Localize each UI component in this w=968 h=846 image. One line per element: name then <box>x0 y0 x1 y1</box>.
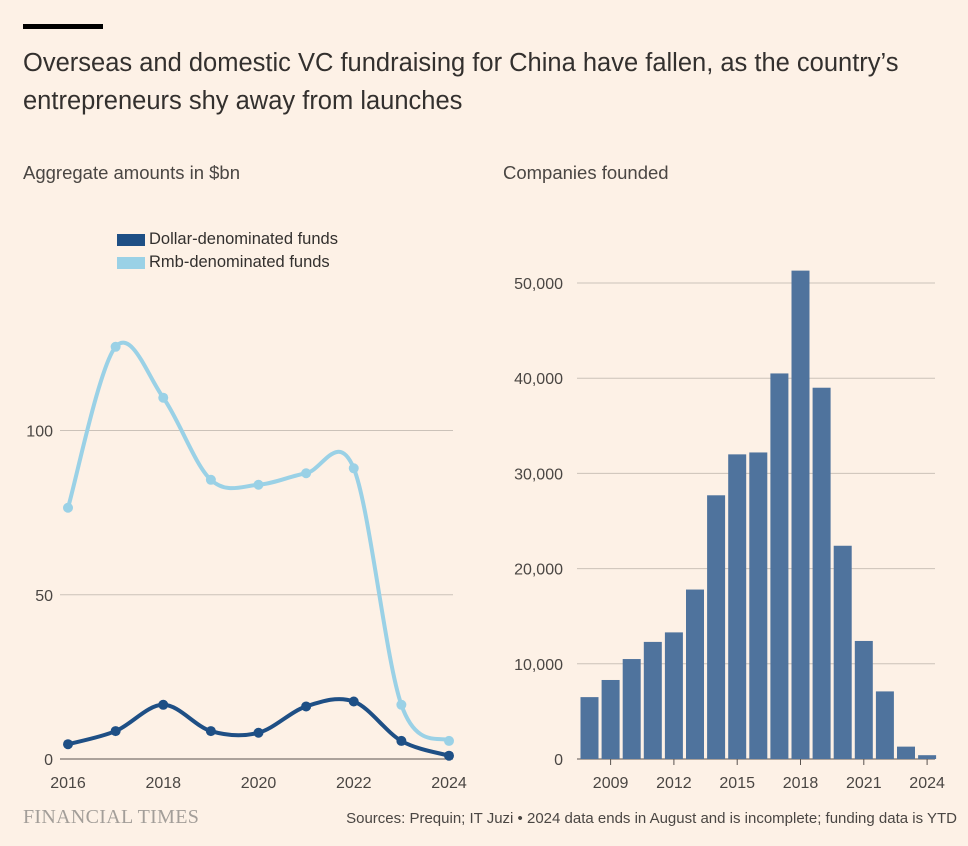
x-tick-label: 2009 <box>593 775 629 792</box>
x-tick-label: 2018 <box>145 775 181 792</box>
x-tick-label: 2021 <box>846 775 882 792</box>
bar <box>686 589 704 759</box>
bar <box>770 373 789 759</box>
legend: Dollar-denominated funds Rmb-denominated… <box>117 228 338 274</box>
chart-title: Overseas and domestic VC fundraising for… <box>23 49 899 115</box>
ft-logo: FINANCIAL TIMES <box>23 806 200 828</box>
y-tick-label: 100 <box>26 424 53 441</box>
y-tick-label: 0 <box>44 752 53 769</box>
bar <box>749 452 768 759</box>
data-point <box>205 474 216 485</box>
sources-note: Sources: Prequin; IT Juzi • 2024 data en… <box>346 810 957 827</box>
bar <box>875 691 894 759</box>
x-tick-label: 2024 <box>909 775 945 792</box>
y-tick-label: 30,000 <box>514 466 563 483</box>
bar <box>854 640 873 759</box>
bar <box>812 387 831 759</box>
data-point <box>253 727 264 738</box>
bar <box>897 746 915 759</box>
bar <box>707 495 726 759</box>
legend-item-dollar: Dollar-denominated funds <box>117 228 338 251</box>
bar <box>622 659 641 759</box>
data-point <box>63 502 73 513</box>
data-point <box>444 735 454 746</box>
data-point <box>158 699 169 710</box>
x-tick-label: 2016 <box>50 775 86 792</box>
line-chart-title: Aggregate amounts in $bn <box>23 162 241 183</box>
legend-label-dollar: Dollar-denominated funds <box>149 230 338 248</box>
data-point <box>205 726 216 737</box>
data-point <box>110 726 121 737</box>
data-point <box>301 701 312 712</box>
data-point <box>63 739 73 750</box>
y-tick-label: 40,000 <box>514 371 563 388</box>
bar-chart-title: Companies founded <box>503 162 669 183</box>
x-tick-label: 2024 <box>431 775 467 792</box>
data-point <box>348 463 359 474</box>
bar <box>601 679 620 759</box>
series-line <box>66 697 451 758</box>
bar <box>664 632 683 759</box>
data-point <box>444 750 454 761</box>
bar <box>791 270 810 759</box>
line-chart: 0 50 100 2016 2018 2020 2022 2024 <box>26 340 467 792</box>
data-point <box>396 735 407 746</box>
y-tick-label: 0 <box>554 752 563 769</box>
data-point <box>348 696 359 707</box>
x-tick-label: 2018 <box>783 775 819 792</box>
bar-chart: 0 10,000 20,000 30,000 40,000 50,000 2009 2012 2… <box>514 270 945 792</box>
bar <box>728 454 747 759</box>
legend-label-rmb: Rmb-denominated funds <box>149 253 330 271</box>
y-tick-label: 10,000 <box>514 657 563 674</box>
x-tick-label: 2012 <box>656 775 692 792</box>
series-line <box>66 340 451 743</box>
x-tick-label: 2022 <box>336 775 372 792</box>
legend-item-rmb: Rmb-denominated funds <box>117 251 338 274</box>
data-point <box>396 699 407 710</box>
y-tick-label: 20,000 <box>514 562 563 579</box>
bar <box>918 755 937 759</box>
bar <box>833 545 852 759</box>
data-point <box>301 468 312 479</box>
data-point <box>110 341 121 352</box>
bar <box>580 697 599 759</box>
y-tick-label: 50,000 <box>514 276 563 293</box>
bar <box>643 641 662 759</box>
x-tick-label: 2015 <box>719 775 755 792</box>
x-tick-label: 2020 <box>241 775 277 792</box>
data-point <box>253 479 264 490</box>
legend-swatch-rmb <box>117 256 145 269</box>
legend-swatch-dollar <box>117 233 145 246</box>
brand-bar <box>23 24 103 29</box>
y-tick-label: 50 <box>35 588 53 605</box>
data-point <box>158 392 169 403</box>
